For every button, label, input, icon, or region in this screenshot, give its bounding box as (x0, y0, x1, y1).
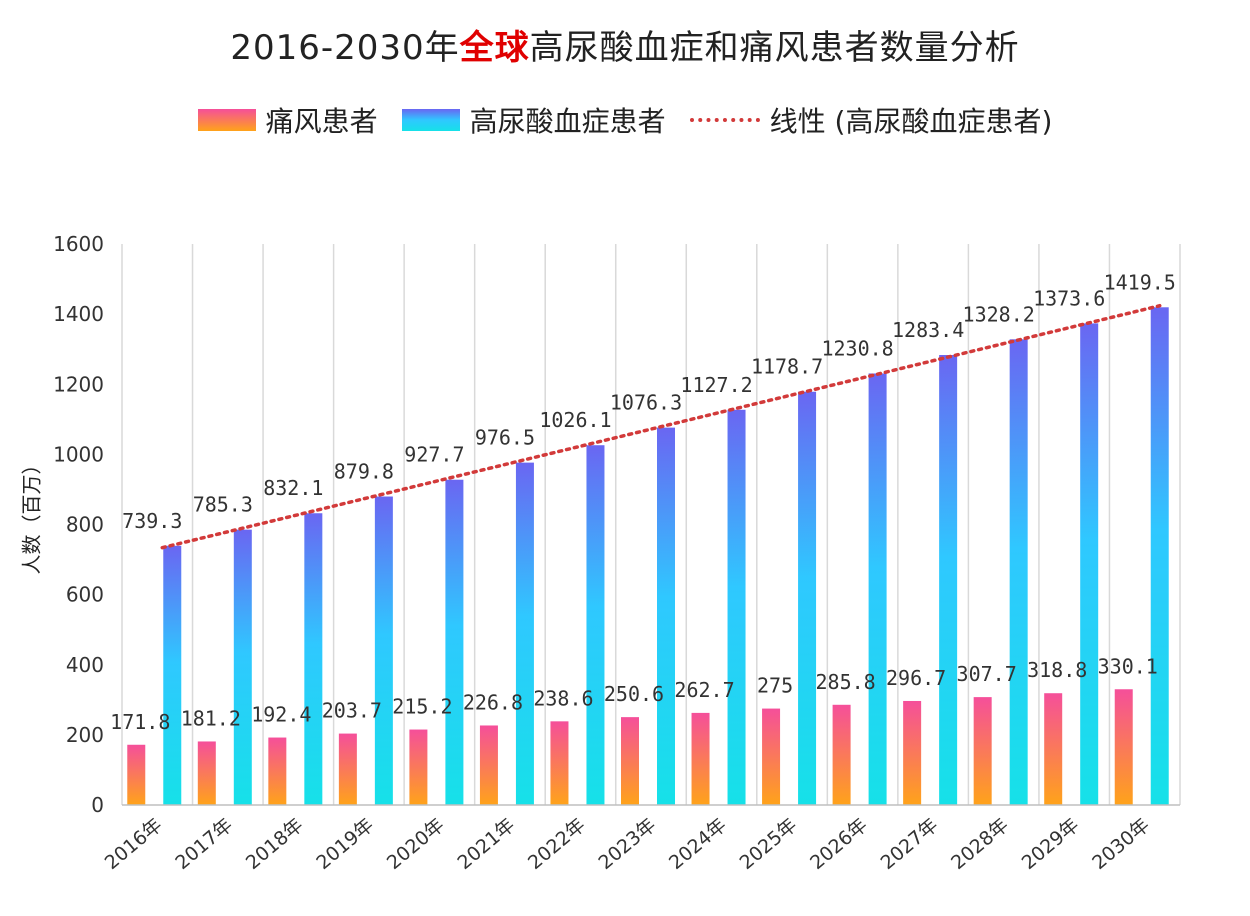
data-label-hyperuricemia: 832.1 (263, 476, 323, 500)
bar-hyperuricemia (586, 445, 605, 805)
trendline (160, 303, 1162, 550)
bar-hyperuricemia (1080, 323, 1099, 805)
x-tick-label: 2026年 (806, 814, 872, 874)
x-tick-label: 2017年 (171, 814, 237, 874)
y-tick-label: 1400 (53, 302, 104, 326)
x-tick-label: 2023年 (594, 814, 660, 874)
bar-gout (338, 733, 357, 805)
data-label-hyperuricemia: 785.3 (193, 493, 253, 517)
x-tick-label: 2027年 (877, 814, 943, 874)
bar-gout (1114, 689, 1133, 805)
chart-title: 2016-2030年全球高尿酸血症和痛风患者数量分析 (230, 28, 1020, 68)
legend-label-trend: 线性 (高尿酸血症患者) (769, 105, 1053, 138)
data-label-hyperuricemia: 739.3 (122, 509, 182, 533)
bar-gout (903, 700, 922, 805)
x-tick-label: 2019年 (312, 814, 378, 874)
bar-gout (127, 744, 146, 805)
legend-label-hyper: 高尿酸血症患者 (469, 105, 666, 138)
y-tick-label: 200 (66, 723, 104, 747)
data-label-gout: 203.7 (322, 699, 382, 723)
bar-gout (973, 697, 992, 805)
data-label-gout: 296.7 (886, 666, 946, 690)
title-highlight: 全球 (459, 28, 530, 68)
data-label-hyperuricemia: 879.8 (334, 460, 394, 484)
bar-gout (691, 712, 710, 805)
x-tick-label: 2022年 (524, 814, 590, 874)
bar-gout (621, 717, 639, 805)
y-tick-label: 800 (66, 513, 104, 537)
data-label-hyperuricemia: 1178.7 (751, 355, 823, 379)
bar-hyperuricemia (304, 513, 323, 805)
x-tick-label: 2021年 (453, 814, 519, 874)
y-tick-label: 1200 (53, 372, 104, 396)
data-label-hyperuricemia: 1127.2 (680, 373, 752, 397)
data-label-hyperuricemia: 1076.3 (610, 391, 682, 415)
data-label-hyperuricemia: 1373.6 (1033, 286, 1105, 310)
legend-item-trend: 线性 (高尿酸血症患者) (689, 100, 1053, 140)
bar-gout (479, 725, 498, 805)
bar-gout (409, 729, 428, 805)
bar-hyperuricemia (515, 462, 534, 805)
data-label-hyperuricemia: 1283.4 (892, 318, 964, 342)
bar-gout (762, 708, 781, 805)
data-label-gout: 275 (757, 674, 793, 698)
data-label-hyperuricemia: 976.5 (475, 426, 535, 450)
y-tick-label: 1000 (53, 442, 104, 466)
legend-item-gout: 痛风患者 (197, 100, 378, 140)
y-tick-label: 400 (66, 653, 104, 677)
bar-hyperuricemia (798, 391, 817, 805)
x-tick-label: 2016年 (101, 814, 167, 874)
data-label-gout: 215.2 (392, 695, 452, 719)
bar-hyperuricemia (939, 355, 958, 805)
bar-hyperuricemia (1150, 307, 1169, 805)
y-tick-label: 600 (66, 583, 104, 607)
data-label-gout: 262.7 (674, 678, 734, 702)
data-label-hyperuricemia: 1230.8 (821, 336, 893, 360)
bar-gout (832, 704, 851, 805)
y-tick-label: 1600 (53, 232, 104, 256)
data-label-hyperuricemia: 1328.2 (963, 302, 1035, 326)
bar-gout (268, 737, 287, 805)
x-tick-label: 2025年 (736, 814, 802, 874)
x-tick-label: 2029年 (1018, 814, 1084, 874)
data-label-gout: 181.2 (181, 706, 241, 730)
bar-gout (1044, 693, 1063, 805)
bar-hyperuricemia (374, 496, 393, 805)
bar-gout (197, 741, 216, 805)
bar-gout (550, 721, 569, 805)
legend-swatch-hyper (401, 109, 460, 131)
legend-label-gout: 痛风患者 (265, 105, 378, 138)
bar-hyperuricemia (163, 545, 182, 805)
data-label-hyperuricemia: 927.7 (404, 443, 464, 467)
data-label-hyperuricemia: 1026.1 (539, 408, 611, 432)
data-label-gout: 318.8 (1027, 658, 1087, 682)
legend: 痛风患者 高尿酸血症患者 线性 (高尿酸血症患者) (0, 100, 1250, 140)
legend-item-hyper: 高尿酸血症患者 (401, 100, 666, 140)
bar-hyperuricemia (657, 427, 675, 805)
legend-swatch-gout (197, 109, 256, 131)
data-label-gout: 307.7 (957, 662, 1017, 686)
x-tick-label: 2024年 (665, 814, 731, 874)
legend-swatch-trend (689, 118, 760, 122)
bar-hyperuricemia (445, 479, 464, 805)
x-tick-label: 2018年 (242, 814, 308, 874)
x-tick-label: 2028年 (947, 814, 1013, 874)
bar-hyperuricemia (1009, 339, 1028, 805)
x-tick-label: 2030年 (1088, 814, 1154, 874)
data-label-gout: 250.6 (604, 682, 664, 706)
data-label-gout: 285.8 (815, 670, 875, 694)
data-label-gout: 330.1 (1098, 654, 1158, 678)
data-label-gout: 238.6 (533, 686, 593, 710)
data-label-hyperuricemia: 1419.5 (1104, 270, 1176, 294)
bar-hyperuricemia (233, 529, 252, 805)
bar-hyperuricemia (727, 409, 746, 805)
data-label-gout: 192.4 (251, 703, 311, 727)
data-label-gout: 171.8 (110, 710, 170, 734)
y-tick-label: 0 (91, 793, 104, 817)
bar-hyperuricemia (868, 373, 887, 805)
x-tick-label: 2020年 (383, 814, 449, 874)
data-label-gout: 226.8 (463, 690, 523, 714)
